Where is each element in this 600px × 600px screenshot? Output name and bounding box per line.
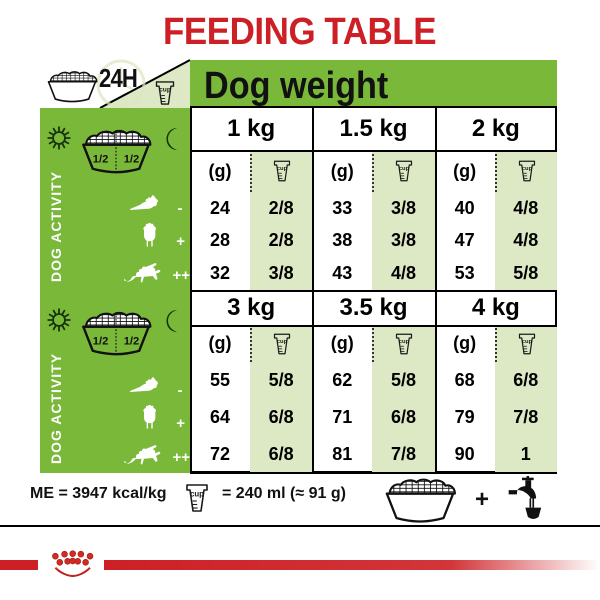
svg-text:cup: cup	[522, 166, 533, 172]
svg-text:cup: cup	[159, 87, 171, 94]
svg-text:cup: cup	[399, 338, 410, 344]
svg-text:cup: cup	[399, 166, 410, 172]
svg-text:cup: cup	[190, 490, 204, 499]
svg-text:1/2: 1/2	[93, 336, 109, 348]
svg-text:cup: cup	[277, 338, 288, 344]
svg-text:1/2: 1/2	[124, 154, 140, 166]
svg-text:cup: cup	[277, 166, 288, 172]
svg-text:1/2: 1/2	[93, 154, 109, 166]
svg-text:1/2: 1/2	[124, 336, 140, 348]
svg-text:cup: cup	[522, 338, 533, 344]
